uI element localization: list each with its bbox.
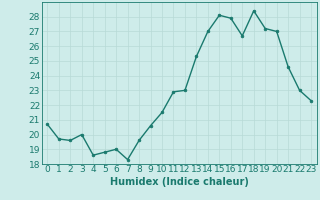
X-axis label: Humidex (Indice chaleur): Humidex (Indice chaleur) xyxy=(110,177,249,187)
